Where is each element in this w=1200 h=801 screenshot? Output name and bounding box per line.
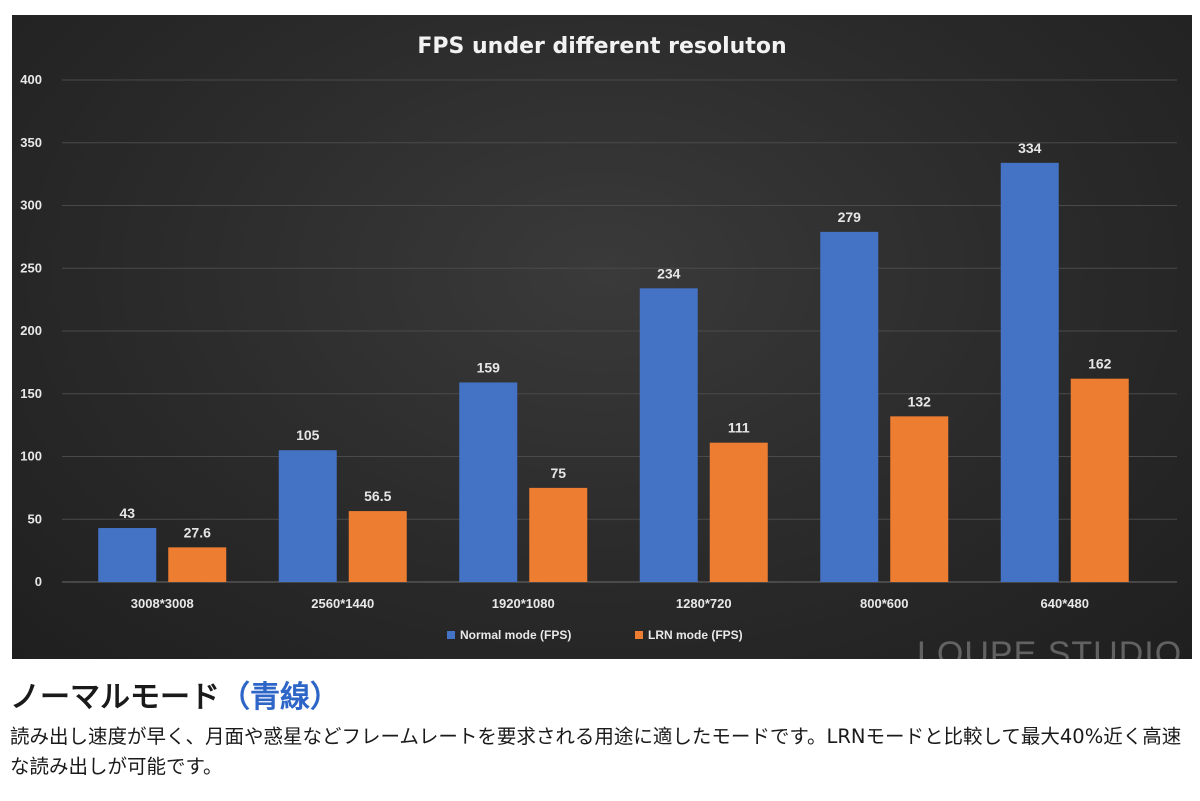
heading-paren-close: ）: [310, 680, 340, 715]
data-label-normal: 334: [1018, 140, 1042, 156]
y-tick-label: 50: [28, 511, 42, 526]
bar-lrn: [709, 442, 768, 582]
x-category-label: 1920*1080: [492, 596, 555, 611]
heading-main: ノーマルモード: [10, 680, 220, 715]
data-label-lrn: 27.6: [184, 524, 211, 540]
legend: Normal mode (FPS) LRN mode (FPS): [447, 628, 743, 642]
y-tick-label: 150: [20, 386, 42, 401]
y-tick-label: 300: [20, 198, 42, 213]
x-axis-categories: 3008*3008 2560*1440 1920*1080 1280*720 800*6…: [131, 596, 1089, 611]
x-category-label: 3008*3008: [131, 596, 194, 611]
y-tick-label: 350: [20, 135, 42, 150]
y-axis-ticks: 0 50 100 150 200 250 300 350 400: [20, 72, 42, 589]
y-tick-label: 200: [20, 323, 42, 338]
data-label-lrn: 162: [1088, 356, 1112, 372]
data-label-normal: 159: [477, 359, 501, 375]
x-category-label: 2560*1440: [311, 596, 374, 611]
bar-normal: [1000, 162, 1059, 582]
data-label-lrn: 111: [728, 420, 750, 436]
legend-lrn-swatch: [635, 631, 643, 639]
bar-lrn: [529, 487, 588, 582]
data-label-normal: 234: [657, 265, 681, 281]
bar-normal: [278, 450, 337, 582]
chart-panel: FPS under different resoluton 0 50 100 150 2…: [12, 15, 1192, 659]
bars: [98, 162, 1129, 583]
section-heading: ノーマルモード（青線）: [10, 672, 340, 716]
x-category-label: 1280*720: [676, 596, 732, 611]
data-label-normal: 279: [838, 209, 862, 225]
data-labels: 43 27.6 105 56.5 159 75 234 111 279 132 334 162: [119, 140, 1111, 541]
bar-normal: [459, 382, 518, 582]
y-tick-label: 400: [20, 72, 42, 87]
description-text: 読み出し速度が早く、月面や惑星などフレームレートを要求される用途に適したモードで…: [10, 725, 1182, 778]
bar-normal: [639, 288, 698, 582]
data-label-normal: 43: [119, 505, 135, 521]
x-category-label: 800*600: [860, 596, 908, 611]
bar-lrn: [348, 511, 407, 582]
heading-color-label: 青線: [250, 680, 310, 715]
bar-normal: [820, 231, 879, 583]
y-tick-label: 250: [20, 260, 42, 275]
data-label-lrn: 56.5: [364, 488, 391, 504]
chart-title: FPS under different resoluton: [417, 34, 786, 59]
data-label-normal: 105: [296, 427, 320, 443]
heading-paren-open: （: [220, 680, 250, 715]
bar-lrn: [890, 416, 949, 582]
gridlines: [62, 79, 1177, 583]
bar-lrn: [1070, 378, 1129, 582]
data-label-lrn: 132: [908, 393, 932, 409]
legend-normal-label: Normal mode (FPS): [460, 628, 571, 642]
y-tick-label: 0: [35, 574, 42, 589]
bar-lrn: [168, 547, 227, 582]
legend-lrn-label: LRN mode (FPS): [648, 628, 743, 642]
bar-chart: FPS under different resoluton 0 50 100 150 2…: [20, 34, 1182, 659]
legend-normal-swatch: [447, 631, 455, 639]
bar-normal: [98, 528, 157, 582]
data-label-lrn: 75: [550, 465, 566, 481]
x-category-label: 640*480: [1041, 596, 1089, 611]
y-tick-label: 100: [20, 449, 42, 464]
watermark: LOUPE STUDIO: [917, 635, 1182, 659]
